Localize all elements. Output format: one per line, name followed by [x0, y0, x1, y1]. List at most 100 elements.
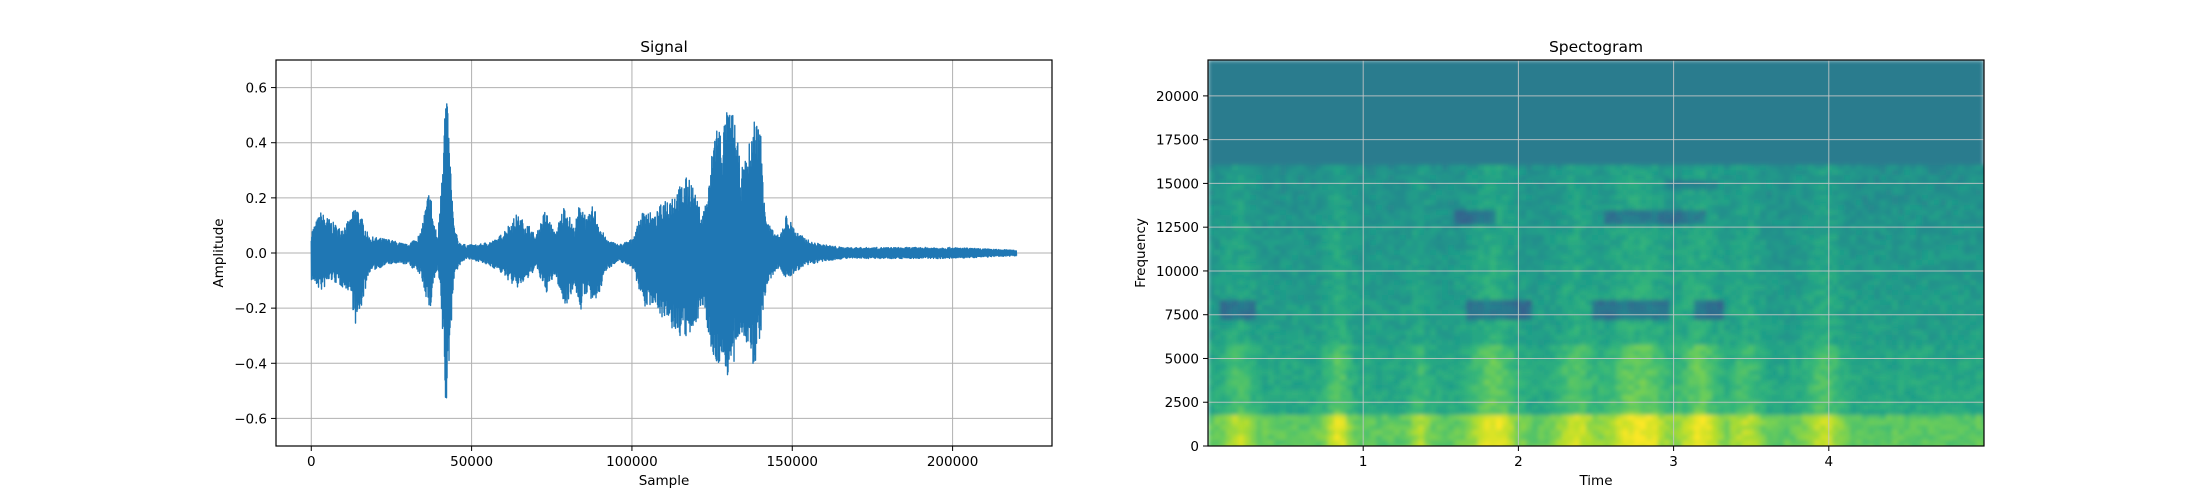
spectrogram-cell: [1214, 210, 1221, 216]
spectrogram-cell: [1406, 310, 1413, 316]
spectrogram-cell: [1328, 275, 1335, 281]
spectrogram-cell: [1376, 275, 1383, 281]
spectrogram-cell: [1916, 315, 1923, 321]
spectrogram-cell: [1820, 285, 1827, 291]
spectrogram-cell: [1754, 240, 1761, 246]
spectrogram-cell: [1310, 200, 1317, 206]
spectrogram-cell: [1982, 260, 1984, 266]
spectrogram-cell: [1550, 285, 1557, 291]
spectrogram-cell: [1700, 235, 1707, 241]
spectrogram-cell: [1976, 215, 1983, 221]
spectrogram-cell: [1880, 345, 1887, 351]
spectrogram-cell: [1622, 285, 1629, 291]
spectrogram-cell: [1724, 255, 1731, 261]
spectrogram-cell: [1460, 300, 1467, 306]
spectrogram-cell: [1454, 290, 1461, 296]
spectrogram-cell: [1814, 345, 1821, 351]
spectrogram-cell: [1754, 205, 1761, 211]
spectrogram-cell: [1928, 230, 1935, 236]
spectrogram-cell: [1754, 255, 1761, 261]
spectrogram-cell: [1316, 270, 1323, 276]
spectrogram-cell: [1850, 225, 1857, 231]
spectrogram-cell: [1916, 295, 1923, 301]
spectrogram-cell: [1778, 225, 1785, 231]
spectrogram-cell: [1874, 340, 1881, 346]
spectrogram-cell: [1976, 200, 1983, 206]
spectrogram-cell: [1766, 170, 1773, 176]
spectrogram-cell: [1478, 185, 1485, 191]
spectrogram-cell: [1802, 305, 1809, 311]
spectrogram-cell: [1394, 285, 1401, 291]
spectrogram-cell: [1346, 325, 1353, 331]
spectrogram-cell: [1856, 225, 1863, 231]
spectrogram-cell: [1430, 190, 1437, 196]
spectrogram-cell: [1286, 305, 1293, 311]
spectrogram-cell: [1472, 305, 1479, 311]
spectrogram-cell: [1508, 305, 1515, 311]
spectrogram-cell: [1622, 335, 1629, 341]
spectrogram-cell: [1574, 260, 1581, 266]
spectrogram-cell: [1442, 290, 1449, 296]
spectrogram-cell: [1718, 220, 1725, 226]
spectrogram-cell: [1514, 325, 1521, 331]
spectrogram-cell: [1454, 250, 1461, 256]
spectrogram-cell: [1982, 345, 1984, 351]
spectrogram-cell: [1658, 200, 1665, 206]
spectrogram-cell: [1268, 280, 1275, 286]
spectrogram-cell: [1514, 270, 1521, 276]
spectrogram-cell: [1514, 180, 1521, 186]
spectrogram-cell: [1940, 290, 1947, 296]
spectrogram-cell: [1316, 240, 1323, 246]
spectrogram-cell: [1904, 310, 1911, 316]
spectrogram-cell: [1550, 250, 1557, 256]
spectrogram-cell: [1274, 270, 1281, 276]
spectrogram-cell: [1460, 260, 1467, 266]
spectrogram-cell: [1256, 290, 1263, 296]
spectrogram-cell: [1220, 345, 1227, 351]
spectrogram-cell: [1802, 345, 1809, 351]
spectrogram-cell: [1664, 190, 1671, 196]
spectrogram-cell: [1406, 340, 1413, 346]
spectrogram-cell: [1448, 350, 1455, 356]
spectrogram-cell: [1700, 350, 1707, 356]
spectrogram-cell: [1676, 210, 1683, 216]
spectrogram-cell: [1532, 205, 1539, 211]
spectrogram-cell: [1268, 325, 1275, 331]
spectrogram-cell: [1598, 200, 1605, 206]
spectrogram-cell: [1742, 310, 1749, 316]
spectrogram-cell: [1244, 215, 1251, 221]
spectrogram-cell: [1568, 215, 1575, 221]
spectrogram-cell: [1712, 235, 1719, 241]
spectrogram-cell: [1550, 270, 1557, 276]
spectrogram-cell: [1352, 230, 1359, 236]
spectrogram-cell: [1682, 240, 1689, 246]
spectrogram-cell: [1418, 195, 1425, 201]
spectrogram-cell: [1934, 265, 1941, 271]
spectrogram-cell: [1934, 200, 1941, 206]
spectrogram-cell: [1886, 175, 1893, 181]
spectrogram-cell: [1232, 225, 1239, 231]
spectrogram-cell: [1850, 340, 1857, 346]
spectrogram-cell: [1790, 165, 1797, 171]
spectrogram-cell: [1700, 300, 1707, 306]
spectrogram-cell: [1778, 315, 1785, 321]
spectrogram-cell: [1274, 215, 1281, 221]
spectrogram-cell: [1424, 170, 1431, 176]
spectrogram-cell: [1406, 250, 1413, 256]
spectrogram-cell: [1820, 305, 1827, 311]
spectrogram-cell: [1688, 215, 1695, 221]
spectrogram-cell: [1286, 230, 1293, 236]
spectrogram-cell: [1562, 285, 1569, 291]
spectrogram-cell: [1916, 310, 1923, 316]
spectrogram-cell: [1664, 165, 1671, 171]
spectrogram-cell: [1976, 255, 1983, 261]
spectrogram-cell: [1970, 260, 1977, 266]
spectrogram-cell: [1328, 175, 1335, 181]
spectrogram-cell: [1814, 295, 1821, 301]
spectrogram-cell: [1910, 165, 1917, 171]
spectrogram-cell: [1430, 205, 1437, 211]
spectrogram-cell: [1430, 265, 1437, 271]
spectrogram-cell: [1364, 215, 1371, 221]
spectrogram-cell: [1220, 350, 1227, 356]
spectrogram-cell: [1964, 165, 1971, 171]
